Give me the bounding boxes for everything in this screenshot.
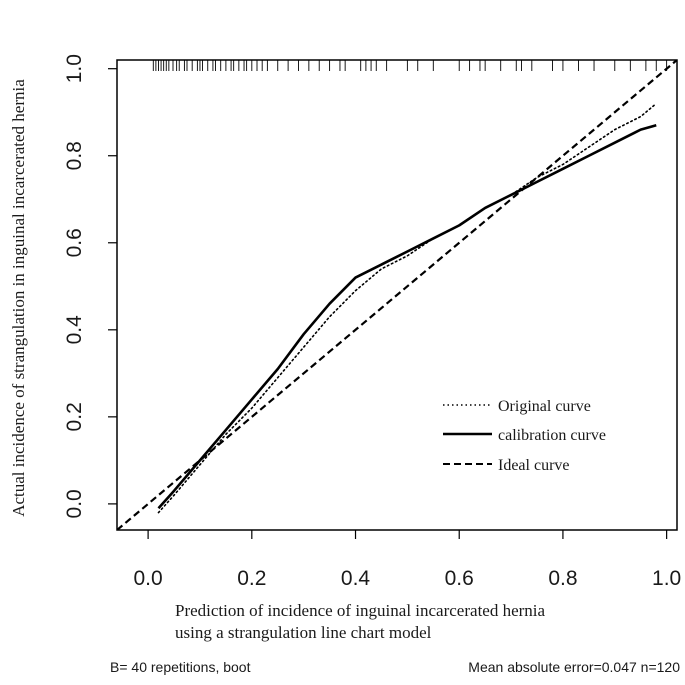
y-tick-label: 0.8 — [63, 141, 86, 170]
y-tick-label: 0.2 — [63, 402, 86, 431]
footer-right: Mean absolute error=0.047 n=120 — [468, 659, 680, 675]
x-tick-label: 0.8 — [548, 567, 577, 590]
y-axis-title: Actual incidence of strangulation in ing… — [9, 79, 28, 517]
series-line-dashed — [117, 60, 677, 530]
rug-marks — [152, 60, 668, 71]
y-tick-label: 0.0 — [63, 489, 86, 518]
footer-left: B= 40 repetitions, boot — [110, 659, 251, 675]
x-tick-label: 0.4 — [341, 567, 371, 590]
legend-label-calibration: calibration curve — [498, 427, 606, 444]
x-tick-label: 1.0 — [652, 567, 681, 590]
plot-frame — [116, 59, 678, 531]
y-tick-label: 1.0 — [63, 54, 86, 83]
legend: Original curve calibration curve Ideal c… — [443, 398, 606, 474]
y-tick-label: 0.4 — [63, 315, 86, 345]
x-axis-ticks: 0.0 0.2 0.4 0.6 0.8 1.0 — [134, 530, 681, 590]
y-axis-ticks: 0.0 0.2 0.4 0.6 0.8 1.0 — [63, 54, 117, 518]
x-tick-label: 0.0 — [134, 567, 163, 590]
series-lines — [117, 60, 677, 530]
x-tick-label: 0.6 — [445, 567, 474, 590]
legend-label-ideal: Ideal curve — [498, 457, 570, 474]
x-axis-title-line-1: Prediction of incidence of inguinal inca… — [175, 601, 546, 620]
series-line-dotted — [157, 102, 658, 514]
x-axis-title-line-2: using a strangulation line chart model — [175, 623, 432, 642]
x-tick-label: 0.2 — [237, 567, 266, 590]
legend-label-original: Original curve — [498, 398, 591, 415]
series-line-solid — [157, 124, 657, 510]
y-tick-label: 0.6 — [63, 228, 86, 257]
